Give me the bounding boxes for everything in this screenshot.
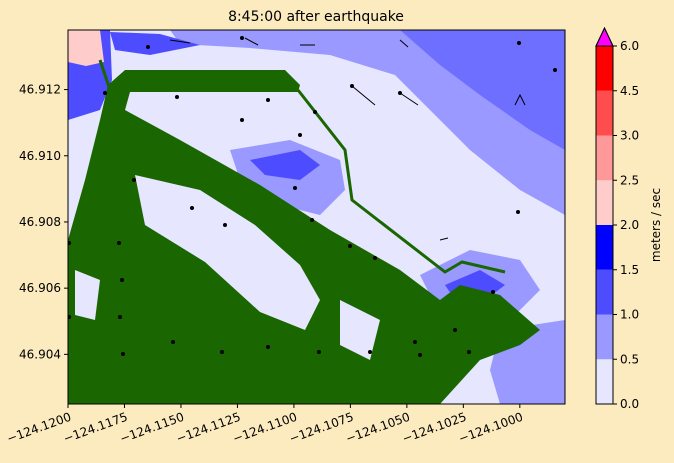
colorbar-segment	[596, 180, 613, 225]
speed-zone	[400, 30, 565, 150]
colorbar-tick-label: 0.5	[620, 352, 639, 366]
colorbar-segment	[596, 359, 613, 404]
land-hole	[340, 300, 380, 360]
colorbar-segment	[596, 314, 613, 360]
y-tick-label: 46.910	[19, 149, 61, 163]
velocity-traces	[169, 37, 526, 241]
y-tick-label: 46.908	[19, 215, 61, 229]
y-tick-label: 46.906	[19, 281, 61, 295]
colorbar-segment	[596, 269, 613, 315]
colorbar-segment	[596, 90, 613, 136]
road	[296, 89, 506, 274]
speed-zone	[68, 30, 104, 66]
colorbar-tick-label: 0.0	[620, 397, 639, 411]
y-tick-label: 46.904	[19, 347, 61, 361]
colorbar-tick-label: 1.5	[620, 263, 639, 277]
speed-zone	[250, 150, 320, 180]
land-hole	[75, 270, 100, 320]
y-tick-label: 46.912	[19, 83, 61, 97]
colorbar-tick-label: 2.0	[620, 218, 639, 232]
colorbar-segment	[596, 225, 613, 270]
land-hole	[135, 175, 320, 330]
speed-zone	[110, 32, 200, 55]
colorbar-segment	[596, 135, 613, 181]
land	[68, 70, 540, 404]
map	[68, 30, 565, 404]
colorbar-label: meters / sec	[649, 188, 663, 262]
colorbar-tick-label: 3.0	[620, 129, 639, 143]
colorbar-tick-label: 2.5	[620, 173, 639, 187]
colorbar-tick-label: 6.0	[620, 39, 639, 53]
plot-frame	[67, 29, 566, 405]
colorbar-segment	[596, 46, 613, 91]
colorbar-tick-label: 1.0	[620, 308, 639, 322]
colorbar-tick-label: 4.5	[620, 84, 639, 98]
chart-title: 8:45:00 after earthquake	[228, 9, 404, 25]
road	[98, 59, 112, 91]
